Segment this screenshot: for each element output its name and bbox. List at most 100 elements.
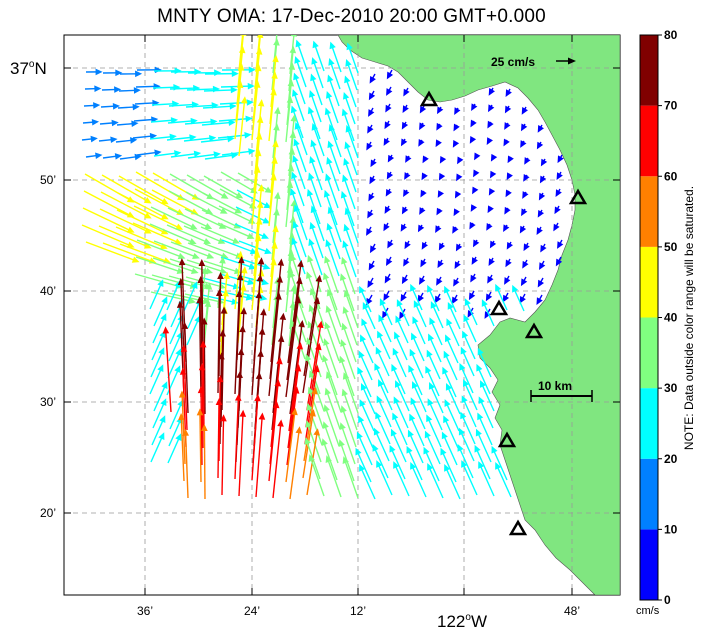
current-vector bbox=[311, 57, 324, 89]
current-vector bbox=[238, 409, 247, 497]
current-vector bbox=[386, 171, 394, 180]
current-vector bbox=[439, 155, 447, 164]
current-vector bbox=[294, 56, 307, 88]
current-vector bbox=[289, 426, 303, 500]
current-vector bbox=[328, 123, 342, 158]
current-vector bbox=[251, 80, 261, 141]
current-vector bbox=[294, 122, 308, 156]
current-vector bbox=[116, 120, 139, 128]
current-vector bbox=[81, 135, 98, 143]
current-vector bbox=[495, 462, 512, 498]
current-vector bbox=[426, 349, 441, 380]
current-vector bbox=[343, 223, 358, 261]
current-vector bbox=[149, 133, 177, 141]
y-tick-label: 37oN bbox=[10, 59, 47, 78]
current-vector bbox=[385, 103, 392, 113]
current-vector bbox=[341, 388, 358, 431]
current-vector bbox=[218, 290, 254, 301]
current-vector bbox=[345, 124, 359, 159]
colorbar-tick-label: 30 bbox=[664, 381, 678, 395]
current-vector bbox=[474, 152, 481, 161]
current-vector bbox=[487, 205, 494, 214]
current-vector bbox=[327, 206, 342, 243]
current-vector bbox=[307, 106, 321, 140]
current-vector bbox=[386, 86, 393, 96]
current-vector bbox=[401, 274, 409, 285]
current-vector bbox=[428, 333, 442, 363]
current-vector bbox=[444, 463, 461, 500]
current-vector bbox=[409, 348, 424, 379]
current-vector bbox=[220, 82, 255, 90]
current-vector bbox=[166, 224, 212, 245]
current-vector bbox=[359, 334, 374, 364]
current-vector bbox=[85, 68, 103, 76]
current-vector bbox=[324, 387, 341, 430]
current-vector bbox=[220, 414, 227, 496]
current-vector bbox=[438, 242, 446, 251]
current-vector bbox=[464, 298, 478, 326]
current-vector bbox=[478, 396, 494, 429]
current-vector bbox=[217, 131, 252, 139]
current-vector bbox=[360, 382, 376, 415]
current-vector bbox=[268, 258, 277, 312]
current-vector bbox=[421, 241, 428, 250]
current-vector bbox=[411, 381, 427, 413]
current-vector bbox=[119, 70, 143, 78]
current-vector bbox=[437, 190, 444, 198]
current-vector bbox=[216, 375, 224, 462]
current-vector bbox=[183, 134, 217, 142]
current-vector bbox=[285, 407, 298, 483]
current-vector bbox=[308, 304, 324, 344]
current-vector bbox=[395, 315, 409, 344]
current-vector bbox=[200, 317, 208, 415]
current-vector bbox=[339, 422, 356, 465]
current-vector bbox=[540, 158, 548, 167]
current-vector bbox=[358, 415, 374, 449]
current-vector bbox=[153, 150, 182, 157]
current-vector bbox=[291, 237, 306, 275]
current-vector bbox=[427, 398, 443, 431]
radar-site-marker bbox=[568, 188, 588, 205]
current-vector bbox=[438, 172, 446, 181]
current-vector bbox=[379, 298, 393, 326]
colorbar-segment bbox=[640, 458, 658, 530]
current-vector bbox=[310, 205, 325, 242]
scale-arrow-label: 25 cm/s bbox=[491, 55, 535, 69]
current-vector bbox=[370, 158, 377, 168]
current-vector bbox=[430, 301, 444, 329]
colorbar-segment bbox=[640, 388, 658, 459]
current-vector bbox=[436, 122, 443, 131]
x-tick-label: 48’ bbox=[564, 604, 580, 618]
current-vector bbox=[251, 250, 261, 311]
current-vector bbox=[366, 141, 373, 151]
current-vector bbox=[523, 173, 530, 182]
current-vector bbox=[366, 226, 373, 236]
current-vector bbox=[489, 240, 497, 249]
current-vector bbox=[489, 170, 497, 179]
current-vector bbox=[285, 95, 294, 143]
current-vector bbox=[488, 104, 495, 113]
current-vector bbox=[557, 154, 564, 164]
current-vector bbox=[455, 243, 463, 252]
current-vector bbox=[325, 455, 342, 498]
current-vector bbox=[150, 432, 165, 463]
current-vector bbox=[149, 364, 164, 395]
current-vector bbox=[81, 224, 135, 248]
current-vector bbox=[553, 222, 560, 232]
current-vector bbox=[170, 241, 215, 259]
current-vector bbox=[251, 165, 261, 226]
current-vector bbox=[512, 284, 525, 312]
current-vector bbox=[435, 225, 442, 233]
current-vector bbox=[238, 96, 248, 157]
current-vector bbox=[555, 188, 562, 198]
current-vector bbox=[308, 172, 322, 208]
current-vector bbox=[369, 243, 377, 254]
x-tick-label: 36’ bbox=[137, 604, 153, 618]
current-vector bbox=[393, 396, 409, 429]
current-vector bbox=[539, 175, 547, 184]
current-vector bbox=[385, 188, 393, 197]
current-vector bbox=[504, 275, 511, 285]
current-vector bbox=[461, 460, 478, 496]
colorbar-note: NOTE: Data outside color range will be s… bbox=[682, 186, 696, 450]
current-vector bbox=[341, 256, 356, 295]
